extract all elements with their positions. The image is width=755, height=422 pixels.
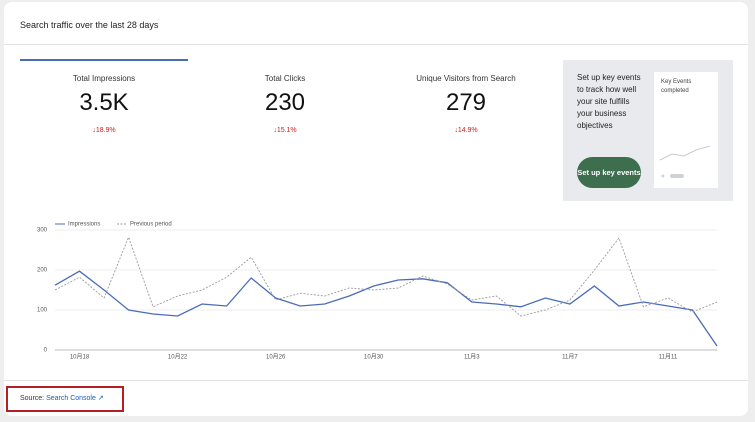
divider (4, 44, 748, 45)
metric-value: 3.5K (79, 89, 129, 116)
x-tick-label: 11月11 (659, 354, 678, 361)
metric-label: Total Clicks (264, 74, 306, 83)
metric-change: ↓14.9% (454, 127, 478, 134)
metric-label: Total Impressions (72, 74, 136, 83)
change-text: 15.1% (276, 127, 297, 134)
x-tick-label: 11月3 (464, 354, 480, 361)
line-series (54, 235, 718, 317)
x-tick-label: 10月30 (364, 354, 384, 361)
y-tick-label: 100 (37, 308, 48, 314)
preview-sparkline (659, 145, 711, 178)
x-tick-label: 10月22 (168, 354, 188, 361)
divider (4, 380, 748, 381)
metric-label: Unique Visitors from Search (416, 74, 516, 83)
change-text: 18.9% (95, 127, 116, 134)
y-tick-label: 300 (37, 228, 48, 234)
x-tick-label: 11月7 (562, 354, 578, 361)
tab-indicator (20, 59, 188, 61)
x-tick-label: 10月26 (266, 354, 286, 361)
preview-card: Key Events completed (654, 72, 718, 188)
legend-label: Impressions (68, 222, 100, 228)
metric-change: ↓18.9% (92, 127, 116, 134)
source-label: Source: (20, 395, 45, 402)
y-tick-label: 200 (37, 268, 48, 274)
promo-button[interactable]: Set up key events (577, 157, 641, 188)
legend-label: Previous period (130, 222, 172, 228)
button-text: Set up key events (577, 168, 641, 177)
x-tick-label: 10月18 (70, 354, 90, 361)
y-tick-label: 0 (44, 348, 48, 354)
metric-value: 279 (445, 89, 487, 116)
line-series (54, 270, 718, 347)
source: Source: Search Console ↗ (20, 395, 104, 402)
promo-text: Set up key events to track how well your… (577, 73, 641, 130)
metric[interactable]: Total Impressions 3.5K ↓18.9% (14, 74, 194, 134)
card-title: Search traffic over the last 28 days (20, 20, 159, 30)
metric-value: 230 (264, 89, 306, 116)
change-text: 14.9% (457, 127, 478, 134)
metric-change: ↓15.1% (273, 127, 297, 134)
highlight-box (6, 386, 124, 412)
metric[interactable]: Total Clicks 230 ↓15.1% (195, 74, 375, 134)
preview-label: Key Events completed (661, 79, 692, 94)
metric[interactable]: Unique Visitors from Search 279 ↓14.9% (376, 74, 556, 134)
source-link[interactable]: Search Console (46, 395, 96, 402)
